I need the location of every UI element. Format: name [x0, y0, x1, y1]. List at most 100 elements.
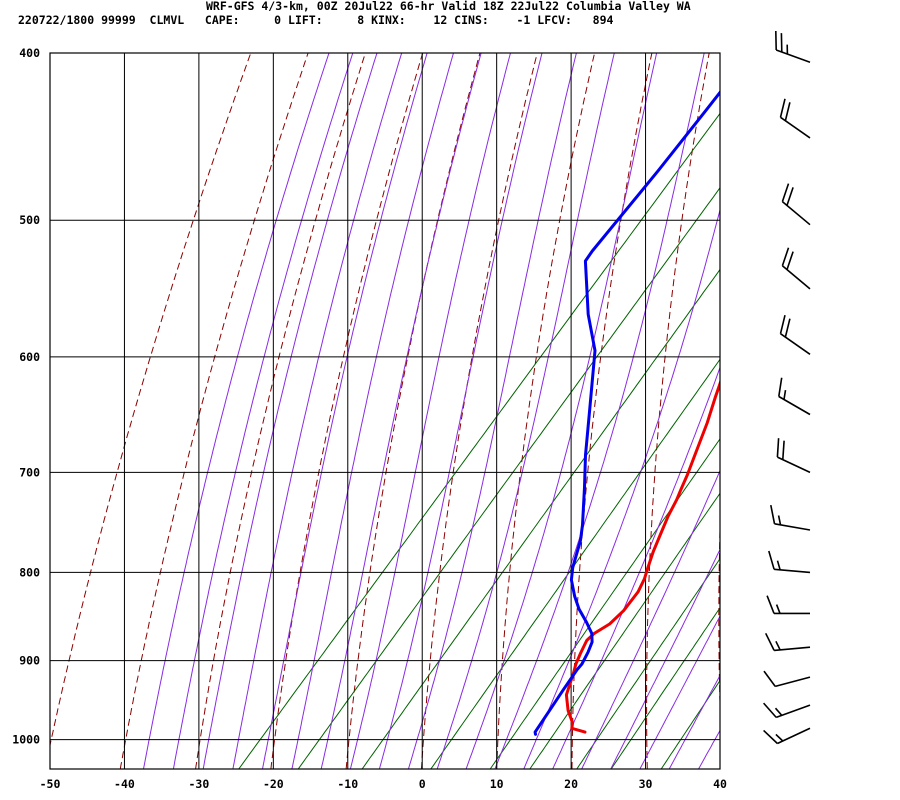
mixing-ratio-line: [529, 492, 720, 769]
barb-staff: [780, 116, 811, 139]
dry-adiabat: [857, 34, 884, 769]
moist-adiabat: [261, 53, 428, 769]
barb-flag: [763, 670, 776, 687]
x-tick-label: -10: [337, 777, 358, 791]
wind-barb: [763, 727, 811, 745]
y-tick-label: 700: [19, 465, 40, 479]
wind-barb: [764, 632, 811, 652]
x-tick-label: -20: [263, 777, 284, 791]
wind-barbs: [762, 30, 811, 745]
x-tick-labels: -50 -40 -30 -20 -10 0 10 20 30 40: [40, 777, 727, 791]
dry-adiabat: [345, 53, 481, 769]
mixing-ratio-line: [361, 268, 720, 769]
barb-flag: [784, 102, 791, 121]
wind-barb: [768, 550, 811, 574]
barb-half-flag: [775, 640, 781, 651]
barb-flag: [786, 187, 794, 206]
wind-barb: [779, 315, 811, 355]
barb-flag: [781, 247, 790, 267]
barb-half-flag: [774, 707, 783, 716]
moist-adiabat: [523, 207, 720, 769]
x-tick-label: 10: [490, 777, 504, 791]
y-tick-label: 600: [19, 350, 40, 364]
pressure-temperature-grid: [49, 52, 721, 769]
barb-flag: [781, 183, 790, 202]
wind-barb: [778, 377, 811, 416]
temperature-profile: [564, 379, 720, 734]
y-tick-labels: 400 500 600 700 800 900 1000: [12, 46, 40, 747]
wind-barb: [766, 595, 811, 615]
moist-adiabat: [639, 614, 720, 769]
barb-flag: [776, 438, 780, 458]
moist-adiabat: [378, 53, 543, 769]
dry-adiabat: [420, 53, 538, 769]
chart-title: WRF-GFS 4/3-km, 00Z 20Jul22 66-hr Valid …: [206, 0, 691, 13]
x-tick-label: -30: [188, 777, 209, 791]
wind-barb: [763, 670, 811, 688]
barb-flag: [762, 702, 777, 718]
mixing-ratio-line: [430, 358, 720, 769]
moist-adiabat: [581, 469, 720, 769]
x-tick-label: 0: [419, 777, 426, 791]
barb-flag: [768, 550, 775, 570]
y-tick-label: 800: [19, 565, 40, 579]
mixing-ratio-line: [660, 679, 720, 769]
moist-adiabat: [465, 53, 658, 769]
dry-adiabat: [270, 53, 424, 769]
moist-adiabat: [436, 53, 615, 769]
moist-adiabat: [668, 674, 720, 769]
barb-flag: [779, 98, 786, 118]
mixing-ratio-line: [297, 187, 720, 769]
x-tick-label: 20: [564, 777, 578, 791]
mixing-ratio-line: [238, 112, 720, 769]
wind-barb: [770, 504, 811, 531]
barb-flag: [779, 315, 786, 334]
wind-barb: [779, 98, 811, 139]
dry-adiabat: [646, 53, 710, 769]
dry-adiabat: [119, 53, 309, 769]
x-tick-label: 30: [639, 777, 653, 791]
wind-barb: [775, 30, 811, 64]
barb-flag: [764, 632, 775, 651]
x-tick-label: 40: [713, 777, 727, 791]
barb-flag: [763, 729, 778, 745]
moist-adiabat: [494, 53, 705, 769]
barb-half-flag: [775, 733, 784, 742]
barb-flag: [786, 251, 794, 270]
barb-half-flag: [777, 515, 782, 525]
dry-adiabat: [718, 513, 720, 721]
wind-barb: [762, 702, 811, 719]
moist-adiabat: [552, 366, 720, 769]
x-tick-label: -40: [114, 777, 135, 791]
dry-adiabat: [789, 34, 827, 769]
moist-adiabat: [610, 548, 720, 769]
wind-barb: [781, 183, 811, 226]
barb-staff: [774, 523, 811, 531]
mixing-ratio-line: [489, 438, 720, 769]
barb-flag: [766, 595, 775, 614]
dry-adiabat: [50, 53, 252, 748]
barb-flag: [782, 440, 785, 460]
y-tick-label: 900: [19, 654, 40, 668]
barb-flag: [770, 504, 776, 524]
moist-adiabat: [172, 53, 354, 769]
barb-half-flag: [783, 389, 787, 400]
moist-adiabat: [202, 53, 378, 769]
barb-flag: [778, 377, 783, 397]
moist-adiabat: [755, 34, 900, 773]
barb-staff: [781, 265, 811, 290]
barb-half-flag: [775, 604, 781, 614]
y-tick-label: 400: [19, 46, 40, 60]
barb-staff: [774, 646, 811, 652]
thermo-lines: [50, 34, 900, 773]
profiles: [533, 89, 720, 736]
wind-barb: [781, 247, 811, 290]
barb-staff: [774, 568, 811, 574]
barb-staff: [780, 333, 811, 355]
moist-adiabat: [726, 34, 900, 773]
dry-adiabat: [195, 53, 366, 769]
barb-half-flag: [776, 560, 781, 571]
moist-adiabat: [232, 53, 403, 769]
mixing-ratio-line: [576, 557, 720, 769]
